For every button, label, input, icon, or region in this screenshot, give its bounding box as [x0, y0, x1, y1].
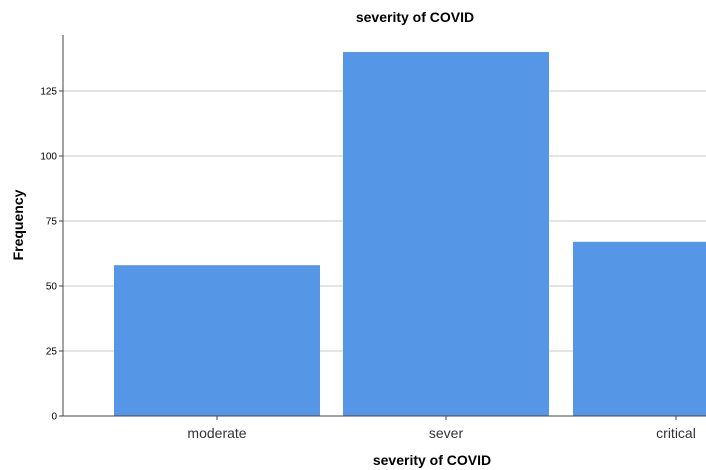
x-axis-title: severity of COVID: [373, 452, 491, 468]
x-category-labels: moderate sever critical: [187, 416, 696, 441]
x-category-label-sever: sever: [429, 425, 464, 441]
y-tick-label-0: 0: [51, 412, 57, 423]
bar-moderate: [114, 265, 320, 416]
y-tick-label-25: 25: [46, 347, 58, 358]
bar-sever: [343, 52, 549, 416]
bars: [114, 52, 706, 416]
y-axis-title: Frequency: [10, 189, 26, 260]
y-tick-label-50: 50: [46, 282, 58, 293]
y-tick-labels: 0 25 50 75 100 125: [40, 87, 63, 423]
y-tick-label-125: 125: [40, 87, 57, 98]
chart-title: severity of COVID: [356, 9, 474, 25]
y-tick-label-75: 75: [46, 217, 58, 228]
x-category-label-moderate: moderate: [187, 425, 246, 441]
y-tick-label-100: 100: [40, 152, 57, 163]
axes: [62, 35, 706, 417]
bar-critical: [573, 241, 706, 416]
x-category-label-critical: critical: [656, 425, 696, 441]
